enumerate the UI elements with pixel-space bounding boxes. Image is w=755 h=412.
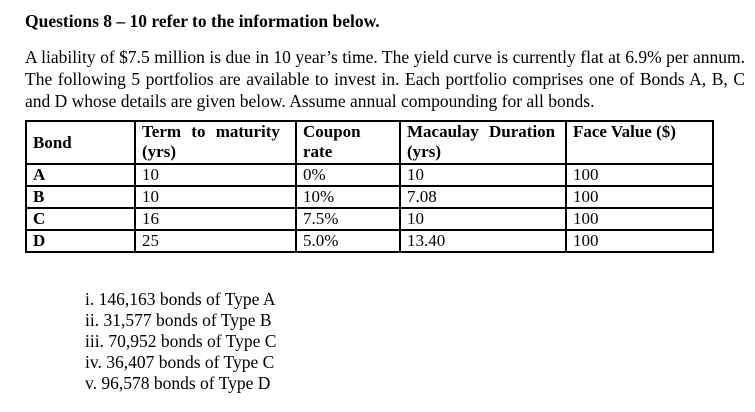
intro-paragraph: A liability of $7.5 million is due in 10…: [25, 47, 745, 111]
option-numeral: i.: [85, 289, 95, 309]
option-text: 96,578 bonds of Type D: [101, 373, 271, 393]
answer-options-list: i. 146,163 bonds of Type A ii. 31,577 bo…: [85, 289, 745, 394]
cell-coupon: 7.5%: [295, 207, 401, 231]
option-text: 31,577 bonds of Type B: [103, 310, 272, 330]
option-numeral: ii.: [85, 310, 100, 330]
option-item-i: i. 146,163 bonds of Type A: [85, 289, 745, 310]
cell-face-value: 100: [565, 185, 714, 209]
cell-bond: D: [25, 229, 136, 253]
option-item-ii: ii. 31,577 bonds of Type B: [85, 310, 745, 331]
cell-bond: B: [25, 185, 136, 209]
column-header-unit: rate: [303, 142, 333, 161]
cell-term: 10: [134, 163, 297, 187]
cell-face-value: 100: [565, 229, 714, 253]
column-header-face-value: Face Value ($): [565, 120, 714, 165]
column-header-coupon: Coupon rate: [295, 120, 401, 165]
option-numeral: v.: [85, 373, 97, 393]
cell-coupon: 0%: [295, 163, 401, 187]
cell-coupon: 5.0%: [295, 229, 401, 253]
table-row-bond-d: D 25 5.0% 13.40 100: [25, 229, 714, 253]
column-header-duration: Macaulay Duration (yrs): [399, 120, 567, 165]
cell-duration: 13.40: [399, 229, 567, 253]
question-heading: Questions 8 – 10 refer to the informatio…: [25, 11, 380, 31]
column-header-term: Term to maturity (yrs): [134, 120, 297, 165]
cell-term: 10: [134, 185, 297, 209]
option-item-v: v. 96,578 bonds of Type D: [85, 373, 745, 394]
table-header-row: Bond Term to maturity (yrs) Coupon rate …: [25, 120, 714, 165]
cell-coupon: 10%: [295, 185, 401, 209]
column-header-unit: (yrs): [142, 142, 176, 161]
option-text: 36,407 bonds of Type C: [106, 352, 275, 372]
cell-term: 25: [134, 229, 297, 253]
table-row-bond-a: A 10 0% 10 100: [25, 163, 714, 187]
cell-bond: C: [25, 207, 136, 231]
column-header-label: Coupon: [303, 122, 361, 141]
option-text: 146,163 bonds of Type A: [98, 289, 276, 309]
cell-face-value: 100: [565, 163, 714, 187]
column-header-label: Macaulay Duration: [407, 122, 556, 141]
cell-bond: A: [25, 163, 136, 187]
cell-duration: 10: [399, 163, 567, 187]
cell-duration: 10: [399, 207, 567, 231]
table-row-bond-c: C 16 7.5% 10 100: [25, 207, 714, 231]
bond-details-table: Bond Term to maturity (yrs) Coupon rate …: [25, 120, 714, 253]
cell-duration: 7.08: [399, 185, 567, 209]
option-item-iii: iii. 70,952 bonds of Type C: [85, 331, 745, 352]
option-numeral: iv.: [85, 352, 102, 372]
table-row-bond-b: B 10 10% 7.08 100: [25, 185, 714, 209]
column-header-label: Face Value ($): [573, 122, 676, 141]
column-header-label: Term to maturity: [142, 122, 280, 141]
cell-face-value: 100: [565, 207, 714, 231]
column-header-label: Bond: [33, 132, 72, 152]
option-numeral: iii.: [85, 331, 104, 351]
option-item-iv: iv. 36,407 bonds of Type C: [85, 352, 745, 373]
cell-term: 16: [134, 207, 297, 231]
option-text: 70,952 bonds of Type C: [108, 331, 277, 351]
column-header-bond: Bond: [25, 120, 136, 165]
column-header-unit: (yrs): [407, 142, 441, 161]
